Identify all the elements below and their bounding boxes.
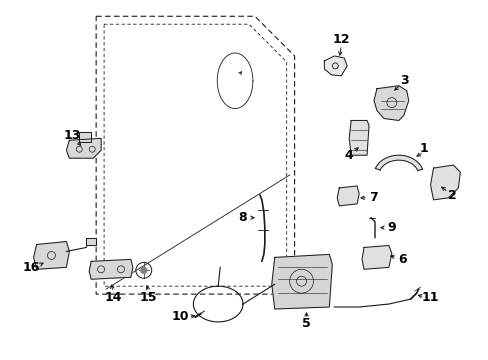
Text: 5: 5 — [302, 318, 310, 330]
Polygon shape — [89, 260, 133, 279]
Text: 13: 13 — [63, 129, 81, 142]
Polygon shape — [86, 238, 96, 246]
Text: 4: 4 — [344, 149, 353, 162]
Polygon shape — [66, 138, 101, 158]
Text: 15: 15 — [140, 291, 157, 303]
Text: 1: 1 — [418, 142, 427, 155]
Text: 11: 11 — [421, 291, 438, 303]
Text: 6: 6 — [398, 253, 406, 266]
Polygon shape — [361, 246, 391, 269]
Text: 3: 3 — [400, 74, 408, 87]
Polygon shape — [271, 255, 332, 309]
Polygon shape — [429, 165, 459, 200]
Circle shape — [141, 267, 146, 273]
Polygon shape — [34, 242, 69, 269]
Text: 2: 2 — [447, 189, 456, 202]
Text: 12: 12 — [332, 33, 349, 46]
Text: 7: 7 — [369, 192, 378, 204]
Polygon shape — [324, 56, 346, 76]
Polygon shape — [373, 86, 408, 121]
Polygon shape — [348, 121, 368, 155]
Text: 8: 8 — [238, 211, 247, 224]
Polygon shape — [375, 155, 422, 171]
Text: 16: 16 — [23, 261, 41, 274]
Text: 10: 10 — [171, 310, 189, 323]
Polygon shape — [337, 186, 358, 206]
Text: 9: 9 — [387, 221, 395, 234]
Polygon shape — [79, 132, 91, 142]
Text: 14: 14 — [104, 291, 122, 303]
